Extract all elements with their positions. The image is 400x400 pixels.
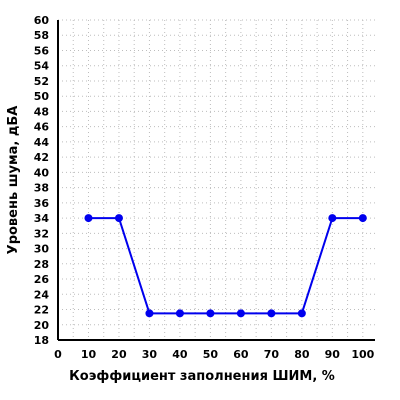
x-tick-label: 80 <box>294 348 310 361</box>
x-axis-label: Коэффициент заполнения ШИМ, % <box>69 369 335 384</box>
x-tick-label: 30 <box>142 348 158 361</box>
grid <box>58 19 375 341</box>
x-tick-label: 60 <box>233 348 249 361</box>
x-tick-label: 0 <box>54 348 62 361</box>
y-tick-label: 48 <box>34 105 49 118</box>
y-tick-label: 42 <box>34 151 49 164</box>
y-tick-label: 44 <box>34 136 50 149</box>
y-tick-label: 36 <box>34 197 50 210</box>
y-tick-label: 20 <box>34 319 50 332</box>
y-tick-label: 32 <box>34 227 49 240</box>
x-tick-label: 20 <box>111 348 127 361</box>
y-axis-label: Уровень шума, дБА <box>6 106 21 255</box>
data-point <box>236 309 245 318</box>
y-tick-label: 26 <box>34 273 50 286</box>
y-tick-label: 46 <box>34 121 50 134</box>
y-tick-label: 52 <box>34 75 49 88</box>
y-tick-label: 50 <box>34 90 50 103</box>
data-points <box>84 214 367 318</box>
y-tick-label: 58 <box>34 29 49 42</box>
y-tick-label: 60 <box>34 14 50 27</box>
y-tick-label: 18 <box>34 334 49 347</box>
x-tick-label: 10 <box>81 348 97 361</box>
y-tick-label: 24 <box>34 288 50 301</box>
y-tick-label: 22 <box>34 304 49 317</box>
series-line <box>88 217 363 315</box>
data-point <box>297 309 306 318</box>
x-tick-label: 100 <box>351 348 374 361</box>
x-tick-label: 70 <box>264 348 280 361</box>
y-tick-label: 28 <box>34 258 49 271</box>
data-point <box>358 214 367 223</box>
x-tick-label: 90 <box>325 348 341 361</box>
data-point <box>84 214 93 223</box>
y-tick-label: 38 <box>34 182 49 195</box>
y-tick-label: 40 <box>34 166 50 179</box>
y-tick-label: 34 <box>34 212 50 225</box>
data-point <box>328 214 337 223</box>
data-point <box>145 309 154 318</box>
x-tick-label: 40 <box>172 348 188 361</box>
y-tick-labels: 18 20 22 24 26 28 30 32 34 36 38 40 42 44 46 48 50 52 54 56… <box>34 14 50 347</box>
data-point <box>267 309 276 318</box>
y-tick-label: 56 <box>34 44 50 57</box>
data-point <box>175 309 184 318</box>
y-tick-label: 30 <box>34 243 50 256</box>
x-tick-labels: 0 10 20 30 40 50 60 70 80 90 100 <box>54 348 374 361</box>
y-tick-label: 54 <box>34 60 50 73</box>
data-point <box>114 214 123 223</box>
x-tick-label: 50 <box>203 348 219 361</box>
data-point <box>206 309 215 318</box>
